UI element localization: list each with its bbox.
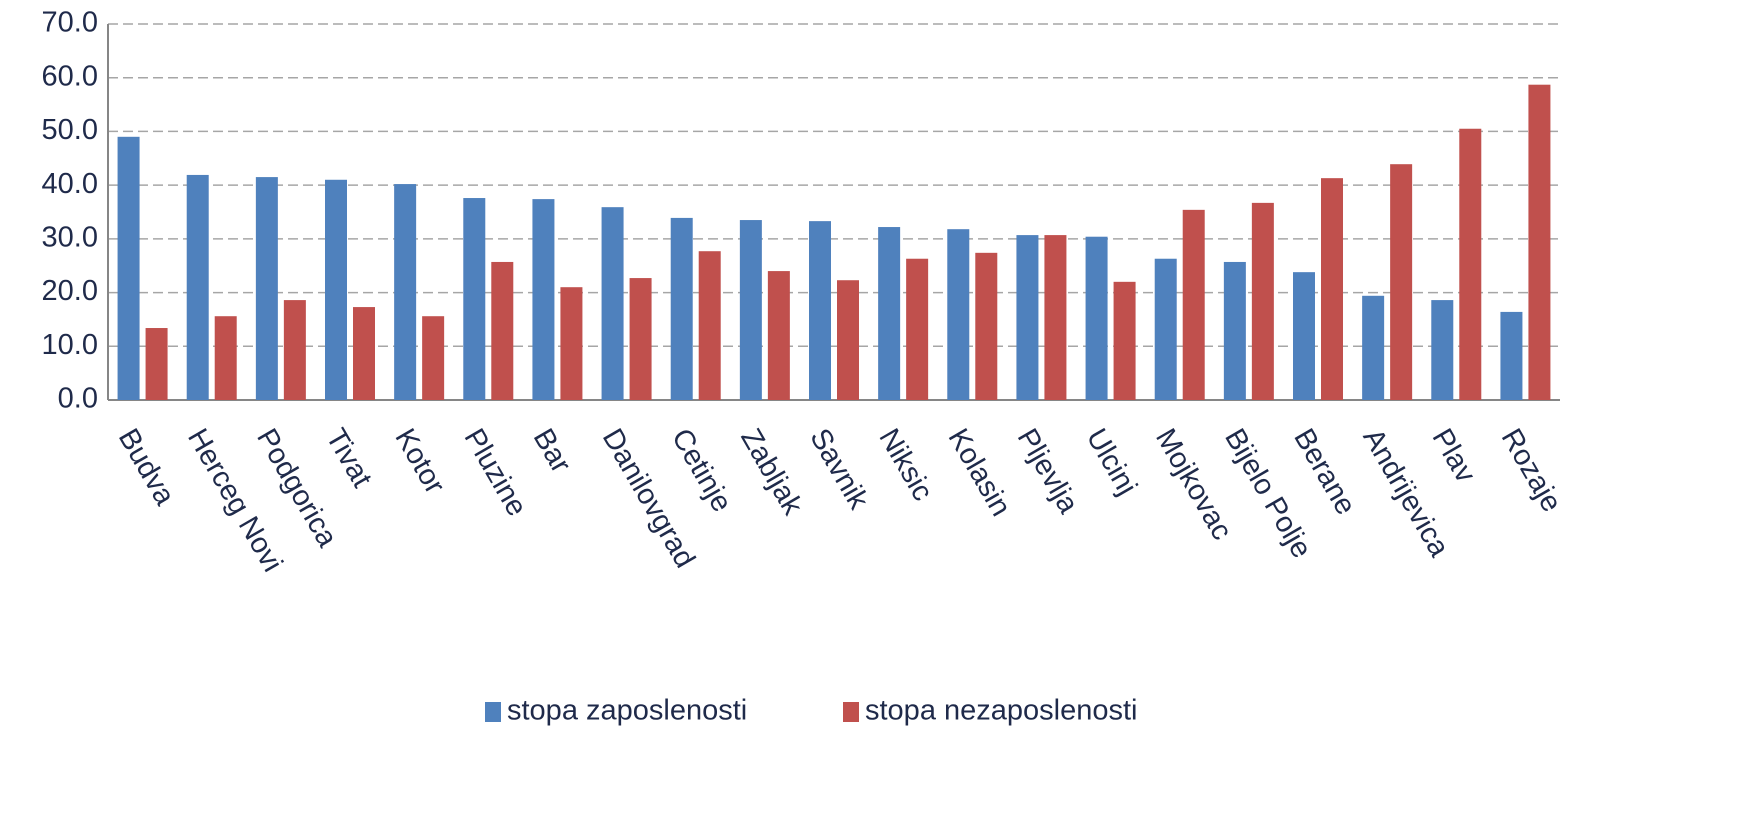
x-tick-label: Ulcinj	[1080, 423, 1143, 500]
bar	[1251, 202, 1274, 400]
x-tick-label: Pluzine	[458, 423, 533, 521]
bar	[975, 252, 998, 400]
x-tick-label: Cetinje	[665, 423, 738, 517]
bar	[629, 278, 652, 400]
x-tick-label: Rozaje	[1495, 423, 1568, 517]
x-tick-label: Kotor	[388, 423, 451, 499]
y-tick-label: 0.0	[58, 383, 98, 415]
bar	[325, 179, 347, 400]
bar	[145, 328, 168, 400]
y-tick-label: 60.0	[42, 60, 98, 92]
bar	[1459, 128, 1482, 400]
bar	[214, 316, 237, 400]
bar	[837, 280, 859, 400]
bar	[698, 251, 721, 400]
x-tick-label: Pljevlja	[1011, 423, 1085, 519]
bar	[1293, 272, 1315, 400]
bar	[117, 136, 140, 401]
y-tick-label: 40.0	[42, 168, 98, 200]
x-tick-label: Budva	[112, 423, 181, 511]
bar	[1223, 261, 1246, 400]
legend-swatch	[843, 702, 859, 722]
x-tick-label: Kolasin	[942, 423, 1017, 521]
bar	[394, 184, 417, 400]
x-tick-label: Zabljak	[734, 423, 809, 520]
bar	[532, 199, 555, 400]
y-tick-label: 10.0	[42, 329, 98, 361]
bar	[1016, 235, 1039, 400]
bar	[809, 221, 831, 400]
bar	[878, 227, 901, 400]
bar	[255, 177, 278, 400]
legend-swatch	[485, 702, 501, 722]
x-tick-label: Tivat	[319, 423, 378, 493]
bar	[906, 258, 929, 400]
bar	[947, 229, 970, 400]
bar	[1182, 209, 1205, 400]
bar	[767, 271, 790, 400]
legend-label: stopa nezaposlenosti	[865, 695, 1137, 727]
bar	[560, 287, 583, 400]
y-tick-label: 20.0	[42, 275, 98, 307]
x-tick-label: Bar	[527, 423, 577, 478]
bar	[491, 261, 514, 400]
legend-label: stopa zaposlenosti	[507, 695, 747, 727]
bar	[353, 307, 375, 400]
bar	[739, 220, 762, 400]
bar	[463, 198, 486, 400]
bar	[1390, 164, 1413, 400]
bar	[1113, 281, 1136, 400]
y-tick-label: 30.0	[42, 222, 98, 254]
bar	[1154, 258, 1177, 400]
x-tick-label: Berane	[1287, 423, 1361, 520]
bar	[1085, 236, 1108, 400]
bar	[601, 207, 624, 400]
y-tick-label: 50.0	[42, 114, 98, 146]
x-tick-label: Savnik	[803, 423, 874, 515]
bar	[1431, 300, 1454, 400]
bar	[1044, 235, 1067, 400]
bar	[1362, 295, 1385, 400]
bar	[422, 316, 445, 400]
bar	[670, 217, 693, 400]
bar	[186, 174, 209, 400]
bar	[1500, 311, 1523, 400]
bar	[283, 300, 306, 400]
x-tick-label: Niksic	[872, 423, 938, 506]
y-tick-label: 70.0	[42, 7, 98, 39]
bar	[1321, 178, 1343, 400]
x-tick-label: Plav	[1426, 423, 1482, 488]
bar	[1528, 84, 1551, 400]
